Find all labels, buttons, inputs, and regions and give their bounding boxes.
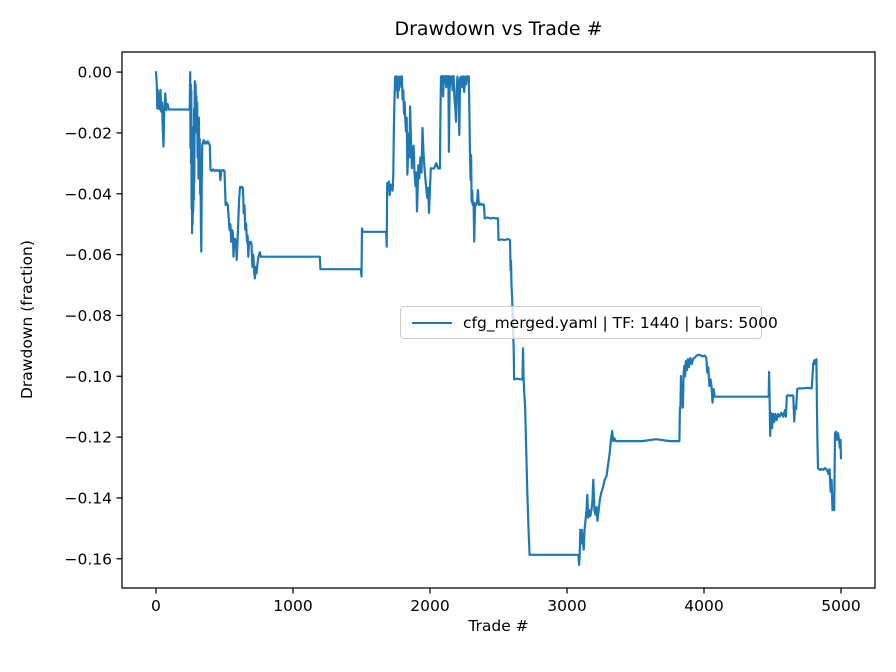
legend-label: cfg_merged.yaml | TF: 1440 | bars: 5000: [463, 313, 778, 332]
y-tick-label: −0.14: [65, 489, 113, 507]
y-tick-label: −0.12: [65, 429, 113, 447]
x-tick-label: 3000: [547, 597, 586, 615]
x-tick-label: 5000: [821, 597, 860, 615]
y-tick-label: −0.06: [65, 246, 113, 264]
legend: cfg_merged.yaml | TF: 1440 | bars: 5000: [400, 306, 778, 339]
x-tick-label: 4000: [684, 597, 723, 615]
x-tick-label: 1000: [273, 597, 312, 615]
x-tick-label: 0: [151, 597, 161, 615]
legend-line-sample-icon: [412, 321, 452, 324]
x-axis-label: Trade #: [468, 617, 529, 635]
drawdown-line: [154, 70, 843, 567]
y-tick-label: −0.04: [65, 185, 113, 203]
y-tick-label: 0.00: [77, 64, 112, 82]
y-tick-label: −0.10: [65, 368, 113, 386]
y-tick-label: −0.02: [65, 124, 113, 142]
y-tick-label: −0.08: [65, 307, 113, 325]
y-tick-label: −0.16: [65, 550, 113, 568]
chart-title: Drawdown vs Trade #: [394, 18, 603, 40]
axes-spines: [121, 51, 876, 589]
y-axis-label: Drawdown (fraction): [18, 240, 36, 400]
x-tick-label: 2000: [410, 597, 449, 615]
